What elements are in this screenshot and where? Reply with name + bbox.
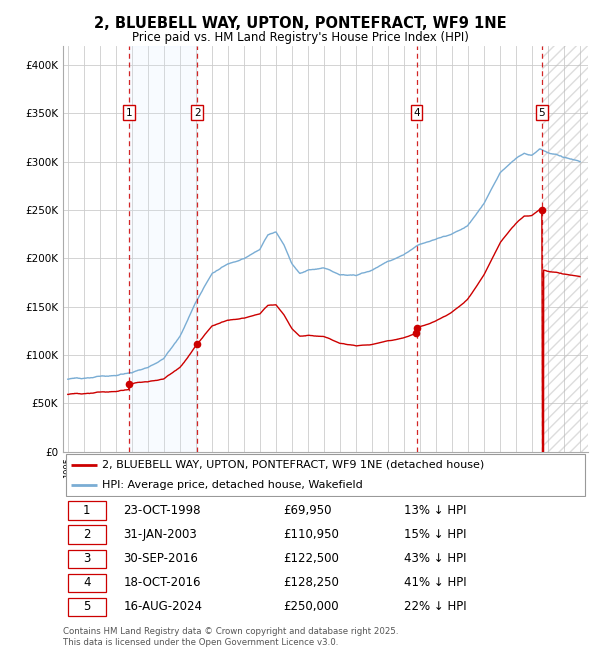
Text: 30-SEP-2016: 30-SEP-2016 [124, 552, 198, 566]
Text: Price paid vs. HM Land Registry's House Price Index (HPI): Price paid vs. HM Land Registry's House … [131, 31, 469, 44]
FancyBboxPatch shape [68, 525, 106, 544]
FancyBboxPatch shape [68, 597, 106, 616]
Text: 43% ↓ HPI: 43% ↓ HPI [404, 552, 467, 566]
Text: £122,500: £122,500 [284, 552, 340, 566]
Text: 31-JAN-2003: 31-JAN-2003 [124, 528, 197, 541]
Text: 22% ↓ HPI: 22% ↓ HPI [404, 601, 467, 614]
Text: 5: 5 [539, 107, 545, 118]
Text: 41% ↓ HPI: 41% ↓ HPI [404, 577, 467, 589]
Text: 3: 3 [83, 552, 91, 566]
Text: 16-AUG-2024: 16-AUG-2024 [124, 601, 202, 614]
Text: 23-OCT-1998: 23-OCT-1998 [124, 504, 201, 517]
Text: 2, BLUEBELL WAY, UPTON, PONTEFRACT, WF9 1NE: 2, BLUEBELL WAY, UPTON, PONTEFRACT, WF9 … [94, 16, 506, 31]
Text: 1: 1 [125, 107, 132, 118]
Text: 5: 5 [83, 601, 91, 614]
Text: 15% ↓ HPI: 15% ↓ HPI [404, 528, 467, 541]
Text: 18-OCT-2016: 18-OCT-2016 [124, 577, 201, 589]
Bar [129, 46, 197, 452]
Text: 4: 4 [413, 107, 420, 118]
FancyBboxPatch shape [68, 501, 106, 520]
Text: 2: 2 [194, 107, 200, 118]
Text: 2: 2 [83, 528, 91, 541]
Text: 4: 4 [83, 577, 91, 589]
Text: £110,950: £110,950 [284, 528, 340, 541]
Bar [542, 46, 588, 452]
FancyBboxPatch shape [68, 573, 106, 592]
Text: 1: 1 [83, 504, 91, 517]
FancyBboxPatch shape [68, 549, 106, 568]
Text: HPI: Average price, detached house, Wakefield: HPI: Average price, detached house, Wake… [103, 480, 363, 490]
Text: £250,000: £250,000 [284, 601, 339, 614]
Text: Contains HM Land Registry data © Crown copyright and database right 2025.
This d: Contains HM Land Registry data © Crown c… [63, 627, 398, 647]
Text: £69,950: £69,950 [284, 504, 332, 517]
FancyBboxPatch shape [65, 454, 586, 496]
Text: 13% ↓ HPI: 13% ↓ HPI [404, 504, 467, 517]
Text: 2, BLUEBELL WAY, UPTON, PONTEFRACT, WF9 1NE (detached house): 2, BLUEBELL WAY, UPTON, PONTEFRACT, WF9 … [103, 460, 485, 470]
Text: £128,250: £128,250 [284, 577, 340, 589]
